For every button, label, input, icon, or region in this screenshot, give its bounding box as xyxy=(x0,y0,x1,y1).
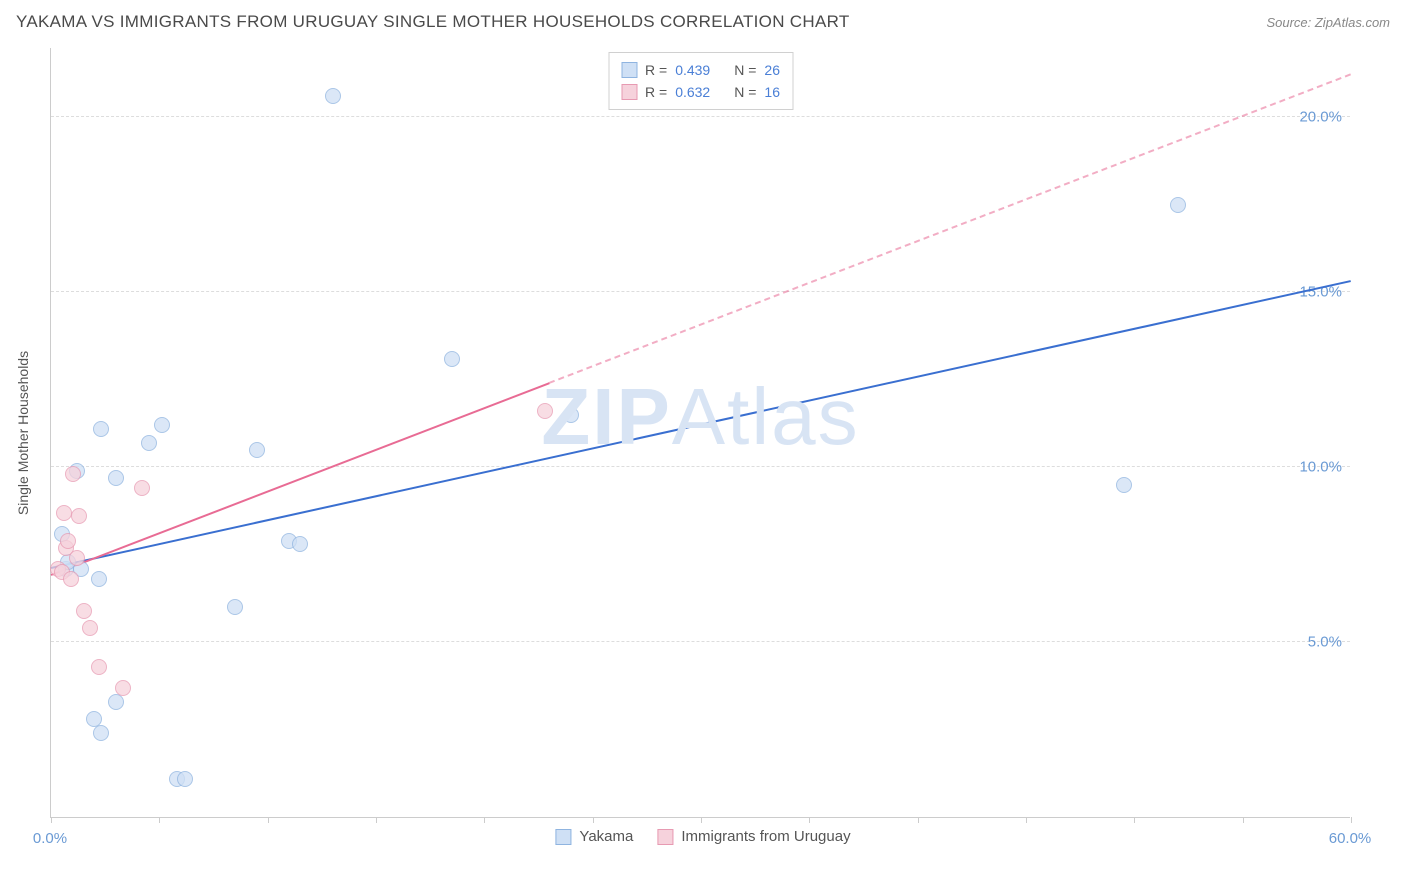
trend-line xyxy=(549,73,1351,384)
scatter-point xyxy=(71,508,87,524)
y-tick-label: 5.0% xyxy=(1282,634,1342,651)
scatter-point xyxy=(141,435,157,451)
scatter-point xyxy=(1170,197,1186,213)
chart-source: Source: ZipAtlas.com xyxy=(1266,15,1390,30)
y-tick-label: 15.0% xyxy=(1282,284,1342,301)
legend-swatch xyxy=(657,829,673,845)
stats-legend: R = 0.439 N = 26 R = 0.632 N = 16 xyxy=(608,52,793,110)
x-tick xyxy=(1243,817,1244,823)
legend-swatch xyxy=(555,829,571,845)
chart-title: YAKAMA VS IMMIGRANTS FROM URUGUAY SINGLE… xyxy=(16,12,850,32)
x-tick xyxy=(159,817,160,823)
scatter-point xyxy=(154,417,170,433)
stats-legend-row: R = 0.632 N = 16 xyxy=(621,81,780,103)
x-tick-label-min: 0.0% xyxy=(33,830,67,847)
scatter-point xyxy=(91,659,107,675)
x-tick-label-max: 60.0% xyxy=(1329,830,1372,847)
x-tick xyxy=(51,817,52,823)
scatter-point xyxy=(537,403,553,419)
stats-n-label: N = xyxy=(734,59,756,81)
x-tick xyxy=(268,817,269,823)
y-tick-label: 20.0% xyxy=(1282,109,1342,126)
scatter-point xyxy=(65,466,81,482)
stats-n-value: 16 xyxy=(764,81,780,103)
legend-swatch xyxy=(621,62,637,78)
y-tick-label: 10.0% xyxy=(1282,459,1342,476)
scatter-point xyxy=(76,603,92,619)
x-tick xyxy=(376,817,377,823)
scatter-point xyxy=(108,470,124,486)
scatter-point xyxy=(249,442,265,458)
scatter-point xyxy=(108,694,124,710)
x-tick xyxy=(809,817,810,823)
watermark-atlas: Atlas xyxy=(672,372,860,461)
scatter-point xyxy=(177,771,193,787)
chart-plot-area: ZIPAtlas Single Mother Households R =0.4… xyxy=(50,48,1350,818)
grid-line xyxy=(51,116,1350,117)
legend-item: Yakama xyxy=(555,828,633,845)
scatter-point xyxy=(93,725,109,741)
scatter-point xyxy=(227,599,243,615)
grid-line xyxy=(51,641,1350,642)
scatter-point xyxy=(60,533,76,549)
scatter-point xyxy=(444,351,460,367)
grid-line xyxy=(51,291,1350,292)
x-tick xyxy=(1134,817,1135,823)
chart-header: YAKAMA VS IMMIGRANTS FROM URUGUAY SINGLE… xyxy=(0,0,1406,40)
stats-n-value: 26 xyxy=(764,59,780,81)
legend-swatch xyxy=(621,84,637,100)
stats-r-label: R = xyxy=(645,81,667,103)
x-tick xyxy=(484,817,485,823)
scatter-point xyxy=(115,680,131,696)
scatter-point xyxy=(56,505,72,521)
scatter-point xyxy=(325,88,341,104)
stats-legend-row: R = 0.439 N = 26 xyxy=(621,59,780,81)
x-tick xyxy=(701,817,702,823)
series-legend: Yakama Immigrants from Uruguay xyxy=(555,828,850,845)
legend-item: Immigrants from Uruguay xyxy=(657,828,850,845)
stats-r-label: R = xyxy=(645,59,667,81)
scatter-point xyxy=(91,571,107,587)
x-tick xyxy=(918,817,919,823)
x-tick xyxy=(1351,817,1352,823)
scatter-point xyxy=(82,620,98,636)
x-tick xyxy=(593,817,594,823)
scatter-point xyxy=(134,480,150,496)
scatter-point xyxy=(563,407,579,423)
stats-r-value: 0.632 xyxy=(675,81,710,103)
watermark-zip: ZIP xyxy=(541,372,671,461)
legend-label: Yakama xyxy=(579,828,633,845)
legend-label: Immigrants from Uruguay xyxy=(681,828,850,845)
scatter-point xyxy=(93,421,109,437)
scatter-point xyxy=(1116,477,1132,493)
scatter-point xyxy=(69,550,85,566)
grid-line xyxy=(51,466,1350,467)
y-axis-title: Single Mother Households xyxy=(15,350,31,514)
x-tick xyxy=(1026,817,1027,823)
stats-r-value: 0.439 xyxy=(675,59,710,81)
scatter-point xyxy=(292,536,308,552)
scatter-point xyxy=(63,571,79,587)
stats-n-label: N = xyxy=(734,81,756,103)
